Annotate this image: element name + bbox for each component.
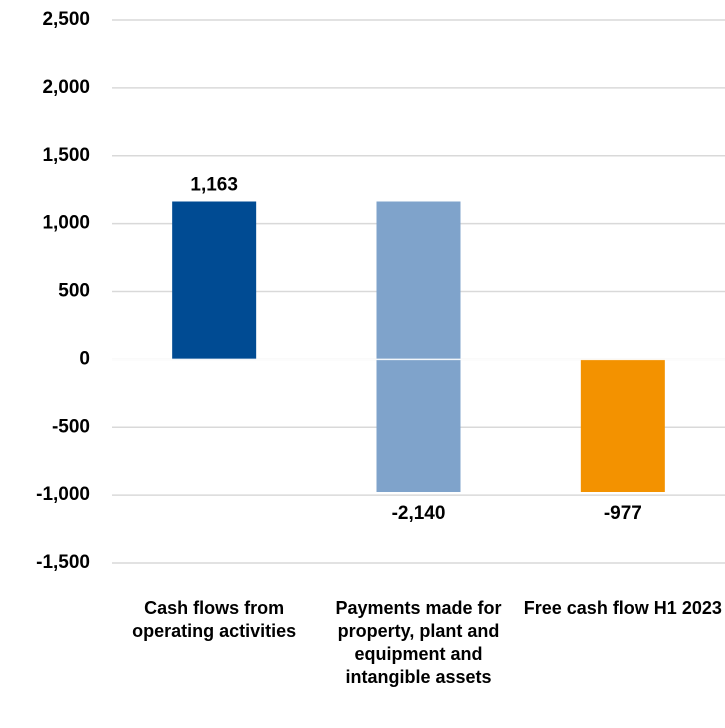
- x-tick-label: Cash flows from operating activities: [132, 598, 297, 641]
- y-tick-label: 2,000: [42, 77, 90, 98]
- data-label: -2,140: [392, 503, 446, 524]
- x-tick-label: Free cash flow H1 2023: [523, 598, 722, 618]
- bar: [376, 201, 461, 493]
- y-tick-label: 500: [58, 281, 90, 302]
- y-tick-label: 1,000: [42, 213, 90, 234]
- bar: [172, 201, 257, 360]
- y-tick-label: 0: [79, 348, 90, 369]
- x-tick-label: Payments made for property, plant and eq…: [335, 598, 502, 687]
- data-label: -977: [604, 503, 642, 524]
- y-tick-label: 2,500: [42, 9, 90, 30]
- bar: [580, 359, 665, 493]
- y-tick-label: -500: [52, 416, 90, 437]
- y-tick-label: -1,500: [36, 552, 90, 573]
- y-tick-label: 1,500: [42, 145, 90, 166]
- data-label: 1,163: [190, 175, 238, 196]
- y-tick-label: -1,000: [36, 484, 90, 505]
